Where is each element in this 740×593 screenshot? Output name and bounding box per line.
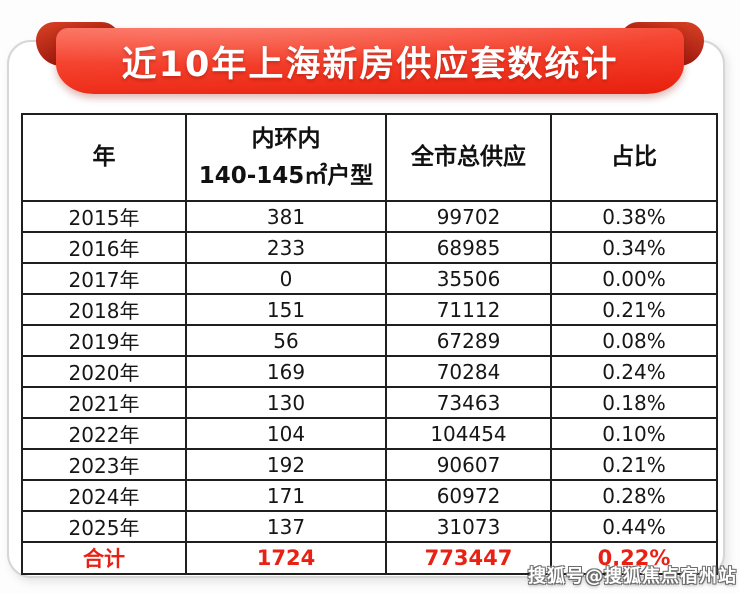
table-row: 2021年 130 73463 0.18%	[21, 386, 718, 419]
table-row: 2017年 0 35506 0.00%	[21, 262, 718, 295]
table-row: 2025年 137 31073 0.44%	[21, 510, 718, 543]
table-row: 2015年 381 99702 0.38%	[21, 200, 718, 233]
citywide-supply-cell: 90607	[385, 448, 552, 481]
inner-supply-cell: 381	[185, 200, 387, 233]
ribbon-banner: 近10年上海新房供应套数统计	[56, 28, 684, 94]
citywide-supply-cell: 68985	[385, 231, 552, 264]
inner-supply-cell: 151	[185, 293, 387, 326]
total-row: 合计 1724 773447 0.22%	[21, 541, 718, 575]
citywide-supply-cell: 104454	[385, 417, 552, 450]
year-cell: 2016年	[21, 231, 187, 264]
table-row: 2024年 171 60972 0.28%	[21, 479, 718, 512]
ratio-cell: 0.34%	[550, 231, 718, 264]
ratio-cell: 0.24%	[550, 355, 718, 388]
inner-supply-cell: 137	[185, 510, 387, 543]
inner-supply-cell: 171	[185, 479, 387, 512]
citywide-supply-cell: 73463	[385, 386, 552, 419]
total-ratio-cell: 0.22%	[550, 541, 718, 575]
col-header-inner-ring: 内环内 140-145㎡户型	[185, 113, 387, 202]
page-title: 近10年上海新房供应套数统计	[121, 44, 619, 85]
inner-supply-cell: 169	[185, 355, 387, 388]
ratio-cell: 0.00%	[550, 262, 718, 295]
year-cell: 2015年	[21, 200, 187, 233]
ratio-cell: 0.18%	[550, 386, 718, 419]
table-row: 2023年 192 90607 0.21%	[21, 448, 718, 481]
inner-supply-cell: 233	[185, 231, 387, 264]
year-cell: 2024年	[21, 479, 187, 512]
year-cell: 2017年	[21, 262, 187, 295]
ratio-cell: 0.10%	[550, 417, 718, 450]
total-inner-cell: 1724	[185, 541, 387, 575]
ratio-cell: 0.21%	[550, 448, 718, 481]
inner-supply-cell: 104	[185, 417, 387, 450]
col-header-inner-line1: 内环内	[251, 125, 321, 152]
table-row: 2019年 56 67289 0.08%	[21, 324, 718, 357]
col-header-inner-line2: 140-145㎡户型	[198, 162, 374, 189]
col-header-year: 年	[21, 113, 187, 202]
citywide-supply-cell: 67289	[385, 324, 552, 357]
citywide-supply-cell: 70284	[385, 355, 552, 388]
col-header-citywide: 全市总供应	[385, 113, 552, 202]
total-label-cell: 合计	[21, 541, 187, 575]
ratio-cell: 0.21%	[550, 293, 718, 326]
year-cell: 2021年	[21, 386, 187, 419]
watermark: 搜狐号@搜狐焦点宿州站	[528, 566, 737, 587]
total-citywide-cell: 773447	[385, 541, 552, 575]
citywide-supply-cell: 99702	[385, 200, 552, 233]
year-cell: 2020年	[21, 355, 187, 388]
year-cell: 2022年	[21, 417, 187, 450]
inner-supply-cell: 56	[185, 324, 387, 357]
table-row: 2018年 151 71112 0.21%	[21, 293, 718, 326]
citywide-supply-cell: 35506	[385, 262, 552, 295]
year-cell: 2023年	[21, 448, 187, 481]
supply-stats-table: 年 内环内 140-145㎡户型 全市总供应 占比 2015年 381 9970…	[21, 113, 718, 575]
inner-supply-cell: 192	[185, 448, 387, 481]
ratio-cell: 0.08%	[550, 324, 718, 357]
table-row: 2020年 169 70284 0.24%	[21, 355, 718, 388]
citywide-supply-cell: 31073	[385, 510, 552, 543]
ratio-cell: 0.38%	[550, 200, 718, 233]
col-header-ratio: 占比	[550, 113, 718, 202]
year-cell: 2025年	[21, 510, 187, 543]
ratio-cell: 0.44%	[550, 510, 718, 543]
inner-supply-cell: 0	[185, 262, 387, 295]
table-row: 2022年 104 104454 0.10%	[21, 417, 718, 450]
header-row: 年 内环内 140-145㎡户型 全市总供应 占比	[21, 113, 718, 202]
inner-supply-cell: 130	[185, 386, 387, 419]
table-row: 2016年 233 68985 0.34%	[21, 231, 718, 264]
ratio-cell: 0.28%	[550, 479, 718, 512]
citywide-supply-cell: 60972	[385, 479, 552, 512]
citywide-supply-cell: 71112	[385, 293, 552, 326]
title-ribbon: 近10年上海新房供应套数统计	[36, 20, 704, 100]
year-cell: 2018年	[21, 293, 187, 326]
year-cell: 2019年	[21, 324, 187, 357]
